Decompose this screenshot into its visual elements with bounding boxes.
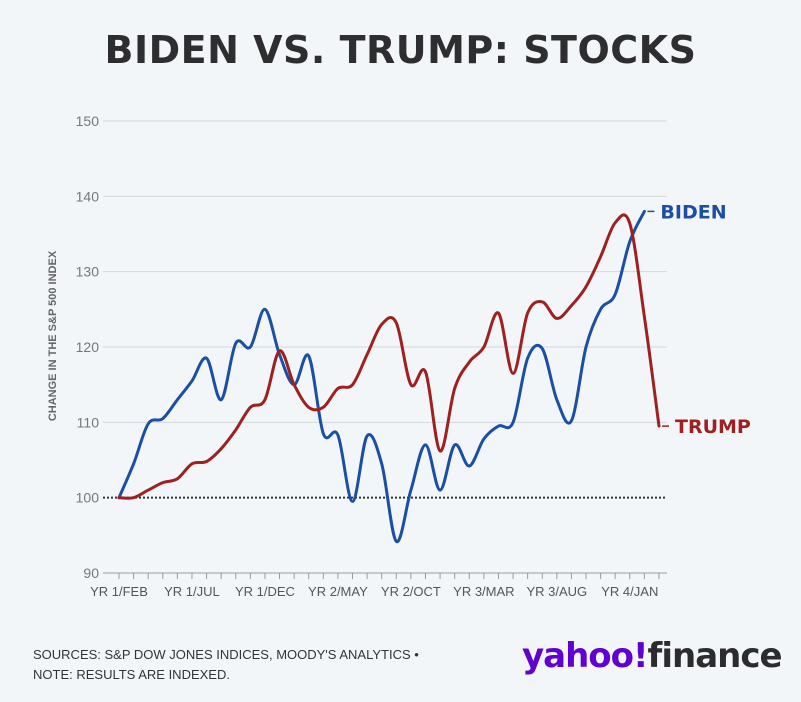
x-tick-label: YR 4/JAN — [601, 584, 658, 599]
series-labels: BIDEN TRUMP — [647, 201, 751, 438]
sources-line: SOURCES: S&P DOW JONES INDICES, MOODY'S … — [33, 647, 419, 662]
x-tick-label: YR 2/MAY — [308, 584, 368, 599]
chart-title: BIDEN VS. TRUMP: STOCKS — [104, 28, 697, 72]
y-tick-label: 150 — [76, 113, 100, 129]
biden-label: BIDEN — [660, 201, 726, 223]
biden-line — [117, 209, 646, 543]
y-tick-label: 100 — [76, 490, 100, 506]
y-tick-label: 120 — [76, 339, 100, 355]
y-axis-ticks: 90 100 110 120 130 140 150 — [76, 113, 100, 581]
logo-yahoo: yahoo! — [522, 636, 649, 676]
trump-label: TRUMP — [675, 416, 751, 438]
logo-finance: finance — [647, 636, 783, 676]
x-tick-label: YR 1/JUL — [164, 584, 220, 599]
sources-note: SOURCES: S&P DOW JONES INDICES, MOODY'S … — [33, 645, 419, 685]
note-line: NOTE: RESULTS ARE INDEXED. — [33, 667, 230, 682]
trump-line — [117, 213, 661, 500]
x-tick-label: YR 3/AUG — [526, 584, 587, 599]
x-tick-label: YR 2/OCT — [381, 584, 441, 599]
y-tick-label: 130 — [76, 264, 100, 280]
grid-lines — [103, 120, 667, 499]
y-tick-label: 140 — [76, 188, 100, 204]
x-tick-label: YR 3/MAR — [453, 584, 514, 599]
x-tick-label: YR 1/FEB — [90, 584, 148, 599]
yahoo-finance-logo: yahoo!finance — [522, 636, 783, 676]
y-tick-label: 90 — [83, 565, 99, 581]
y-axis-label: CHANGE IN THE S&P 500 INDEX — [47, 250, 59, 422]
x-axis: YR 1/FEB YR 1/JUL YR 1/DEC YR 2/MAY YR 2/OCT… — [90, 572, 667, 599]
x-tick-label: YR 1/DEC — [235, 584, 295, 599]
y-tick-label: 110 — [77, 414, 100, 430]
series-lines — [117, 209, 661, 543]
